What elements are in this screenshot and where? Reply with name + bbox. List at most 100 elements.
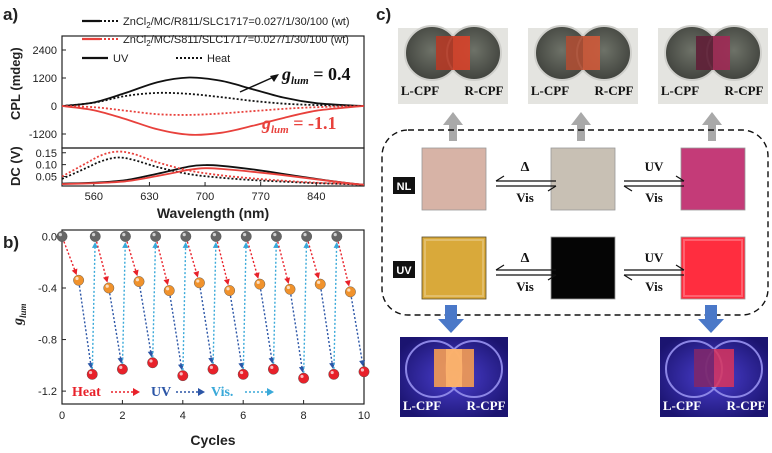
- arrow-vis-head: [152, 241, 159, 249]
- dc-series-line-1: [61, 156, 365, 186]
- cpl-y-tick-label: -1200: [29, 129, 57, 141]
- legend-heat-arrowhead: [133, 388, 140, 396]
- dc-x-axis-label: Wavelength (nm): [157, 205, 269, 221]
- arrow-heat-head: [163, 278, 170, 286]
- glum-point-highlight: [196, 279, 200, 283]
- glum-y-tick-label: -1.2: [38, 386, 57, 398]
- blue-arrows: [438, 305, 724, 333]
- glum-point-uv: [284, 283, 296, 295]
- glum-x-tick-label: 6: [240, 410, 246, 422]
- dc-x-tick-label: 770: [252, 191, 270, 203]
- glum-point-highlight: [243, 233, 247, 237]
- arrow-uv: [320, 289, 334, 366]
- arrow-vis-head: [333, 241, 340, 249]
- arrow-vis: [152, 245, 157, 358]
- glum-point-highlight: [256, 280, 260, 284]
- arrow-heat: [337, 241, 349, 283]
- glum-point-highlight: [209, 365, 213, 369]
- eq-label-vis-uv2: Vis: [645, 279, 663, 294]
- arrow-heat: [277, 241, 289, 281]
- dc-series: [61, 150, 365, 186]
- eq-label-uv-nl: UV: [645, 159, 664, 174]
- arrow-vis: [121, 245, 126, 364]
- uv-label-l-cpf: L-CPF: [663, 398, 701, 413]
- arrow-vis: [212, 245, 217, 364]
- arrow-vis-head: [91, 241, 98, 249]
- eq-arrowhead-nl2-bottom: [623, 185, 633, 192]
- eq-arrowhead-uv-left: [495, 264, 505, 271]
- cpl-y-tick-label: 0: [51, 101, 57, 113]
- row-label-uv: UV: [396, 265, 412, 277]
- dc-x-tick-label: 560: [85, 191, 103, 203]
- label-l-cpf: L-CPF: [661, 83, 699, 98]
- glum-point-uv: [133, 276, 145, 287]
- arrow-heat-head: [102, 276, 109, 283]
- chart-cpl: -1200 0 1200 2400 CPL (mdeg) ZnCl2/MC/R811/…: [8, 16, 365, 149]
- film-overlap: [566, 36, 600, 70]
- gray-arrow-2: [571, 112, 591, 141]
- blue-arrow-left: [438, 305, 464, 333]
- arrow-heat: [63, 241, 76, 272]
- glum-point-vis: [240, 231, 252, 242]
- label-r-cpf: R-CPF: [725, 83, 764, 98]
- glum-point-uv: [73, 274, 85, 286]
- dc-y-tick-label: 0.05: [36, 172, 57, 184]
- film-square-1: [550, 147, 616, 211]
- glum-point-highlight: [273, 233, 277, 237]
- glum-y-tick-label: -0.4: [38, 283, 57, 295]
- glum-point-uv: [163, 285, 175, 296]
- eq-arrowhead-uv2-top: [675, 264, 685, 271]
- legend-vis-text: Vis.: [211, 385, 233, 400]
- eq-label-vis-nl: Vis: [516, 190, 534, 205]
- glum-point-heat: [298, 372, 309, 384]
- eq-arrowhead-uv-right: [547, 274, 557, 281]
- equilibrium-arrows-nl: Δ Vis UV Vis: [495, 159, 685, 205]
- glum-point-highlight: [182, 233, 186, 237]
- panel-label-c: c): [376, 5, 391, 24]
- eq-arrowhead-nl-right: [547, 185, 557, 192]
- glum-point-uv: [254, 278, 266, 290]
- glum-x-ticks: 0 2 4 6 8 10: [59, 400, 370, 422]
- glum-x-axis-label: Cycles: [190, 432, 235, 448]
- eq-label-vis-uv: Vis: [516, 279, 534, 294]
- cpl-y-ticks: -1200 0 1200 2400: [29, 45, 66, 141]
- film-square-5: [680, 236, 746, 300]
- glum-point-heat: [358, 366, 370, 378]
- glum-x-tick-label: 0: [59, 410, 65, 422]
- cpl-annotations: glum = 0.4 glum = -1.1: [239, 64, 351, 136]
- legend-s811-label: ZnCl2/MC/S811/SLC1717=0.027/1/30/100 (wt…: [123, 34, 349, 48]
- glum-x-tick-label: 4: [180, 410, 186, 422]
- arrow-heat-head: [193, 270, 200, 278]
- glum-plot-frame: [61, 229, 365, 405]
- arrow-vis: [182, 245, 187, 371]
- glum-point-uv: [194, 277, 205, 289]
- arrow-heat-head: [253, 272, 260, 279]
- arrow-uv: [169, 295, 182, 367]
- cpl-series-line-2: [61, 105, 365, 136]
- dc-y-tick-label: 0.15: [36, 148, 57, 160]
- uv-label-l-cpf: L-CPF: [403, 398, 441, 413]
- row-label-nl: NL: [397, 181, 412, 193]
- panel-label-b: b): [3, 233, 19, 252]
- legend-uv-label: UV: [113, 53, 129, 65]
- row-label-uv-bg: [393, 261, 415, 278]
- film-square-0: [421, 147, 487, 211]
- label-r-cpf: R-CPF: [595, 83, 634, 98]
- arrow-uv: [199, 288, 213, 360]
- legend-heat-label: Heat: [207, 53, 230, 65]
- arrow-vis-head: [303, 241, 310, 249]
- arrow-vis: [242, 245, 247, 369]
- glum-point-heat: [117, 363, 128, 375]
- glum-point-heat: [267, 363, 279, 375]
- arrow-vis-head: [273, 241, 280, 249]
- arrow-vis-head: [182, 241, 189, 249]
- glum-x-tick-label: 10: [358, 410, 370, 422]
- arrow-vis-head: [212, 241, 219, 249]
- glum-point-highlight: [166, 287, 170, 291]
- glum-points: [56, 231, 370, 384]
- label-r-cpf: R-CPF: [465, 83, 504, 98]
- dc-plot-frame: [61, 147, 365, 187]
- arrow-heat: [307, 241, 319, 276]
- eq-label-uv-uv: UV: [645, 250, 664, 265]
- glum-point-heat: [86, 368, 98, 380]
